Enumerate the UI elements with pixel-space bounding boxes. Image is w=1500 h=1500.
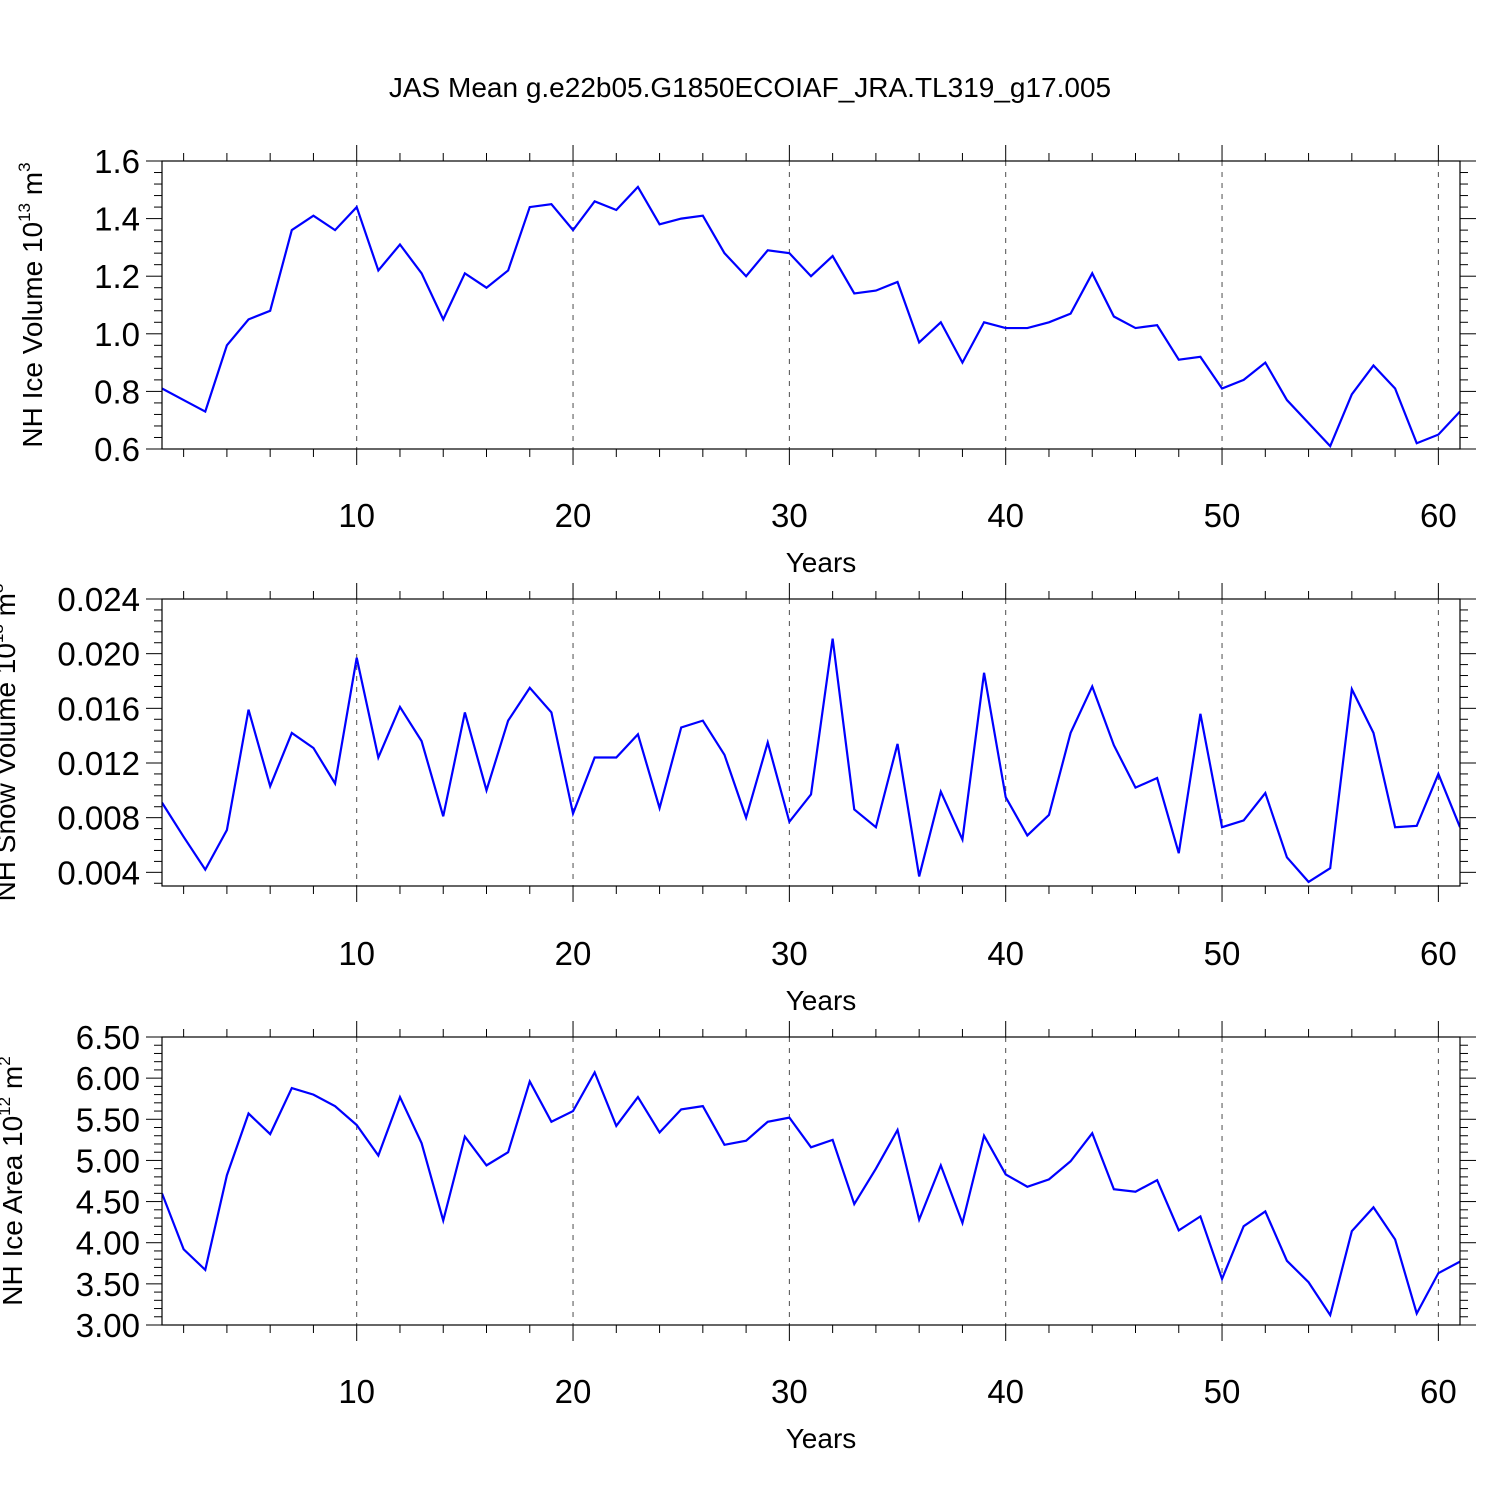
snow-volume-ytick-label: 0.008	[57, 800, 140, 837]
ice-area-plot-frame	[161, 1036, 1461, 1326]
snow-volume-xtick-label: 20	[555, 935, 592, 972]
ice-volume-xtick-label: 10	[338, 497, 375, 534]
snow-volume-y-axis-title: NH Snow Volume 1013 m3	[0, 584, 21, 902]
ice-area-ytick-label: 6.50	[76, 1019, 140, 1056]
snow-volume-xtick-label: 30	[771, 935, 808, 972]
snow-volume-xtick-label: 50	[1204, 935, 1241, 972]
ice-volume-ytick-label: 1.0	[94, 316, 140, 353]
snow-volume-ytick-label: 0.012	[57, 745, 140, 782]
ice-volume-xtick-label: 60	[1420, 497, 1457, 534]
ice-volume-xtick-label: 40	[987, 497, 1024, 534]
snow-volume-ytick-label: 0.004	[57, 854, 140, 891]
snow-volume-xtick-label: 40	[987, 935, 1024, 972]
ice-volume-xtick-label: 50	[1204, 497, 1241, 534]
ice-area-x-axis-title: Years	[786, 1423, 857, 1454]
snow-volume-x-axis-title: Years	[786, 985, 857, 1016]
snow-volume-ytick-label: 0.024	[57, 581, 140, 618]
ice-volume-plot-frame	[161, 160, 1461, 450]
snow-volume-plot-frame	[161, 598, 1461, 887]
ice-volume-ytick-label: 0.6	[94, 431, 140, 468]
ice-area-xtick-label: 60	[1420, 1373, 1457, 1410]
ice-area-y-axis-title: NH Ice Area 1012 m2	[0, 1056, 28, 1305]
ice-area-xtick-label: 30	[771, 1373, 808, 1410]
ice-volume-xtick-label: 20	[555, 497, 592, 534]
ice-volume-panel: 0.6 0.8 1.0 1.2 1.4 1.6 10 20 30 40 50 60 Years NH Ic…	[15, 143, 1476, 578]
ice-area-ytick-label: 5.50	[76, 1101, 140, 1138]
ice-volume-ytick-label: 1.2	[94, 258, 140, 295]
figure-title: JAS Mean g.e22b05.G1850ECOIAF_JRA.TL319_…	[389, 72, 1111, 103]
ice-area-ytick-label: 3.50	[76, 1266, 140, 1303]
ice-area-ytick-label: 5.00	[76, 1142, 140, 1179]
snow-volume-xtick-label: 10	[338, 935, 375, 972]
ice-area-xtick-label: 50	[1204, 1373, 1241, 1410]
ice-area-ytick-label: 3.00	[76, 1307, 140, 1344]
ice-volume-x-axis-title: Years	[786, 547, 857, 578]
snow-volume-ytick-label: 0.016	[57, 690, 140, 727]
ice-area-panel: 3.00 3.50 4.00 4.50 5.00 5.50 6.00 6.50 10 20 30 40…	[0, 1019, 1476, 1454]
ice-volume-y-axis-title: NH Ice Volume 1013 m3	[15, 162, 48, 447]
ice-volume-xtick-label: 30	[771, 497, 808, 534]
ice-area-xtick-label: 10	[338, 1373, 375, 1410]
ice-area-ytick-label: 4.50	[76, 1184, 140, 1221]
snow-volume-xtick-label: 60	[1420, 935, 1457, 972]
ice-area-ytick-label: 6.00	[76, 1060, 140, 1097]
ice-area-xtick-label: 20	[555, 1373, 592, 1410]
ice-area-ytick-label: 4.00	[76, 1225, 140, 1262]
charts-group: 0.6 0.8 1.0 1.2 1.4 1.6 10 20 30 40 50 60 Years NH Ic…	[0, 143, 1476, 1454]
ice-volume-ytick-label: 1.4	[94, 201, 140, 238]
ice-volume-ytick-label: 1.6	[94, 143, 140, 180]
ice-area-xtick-label: 40	[987, 1373, 1024, 1410]
ice-volume-ytick-label: 0.8	[94, 373, 140, 410]
snow-volume-ytick-label: 0.020	[57, 636, 140, 673]
snow-volume-panel: 0.004 0.008 0.012 0.016 0.020 0.024 10 20 30 40 50…	[0, 581, 1476, 1016]
